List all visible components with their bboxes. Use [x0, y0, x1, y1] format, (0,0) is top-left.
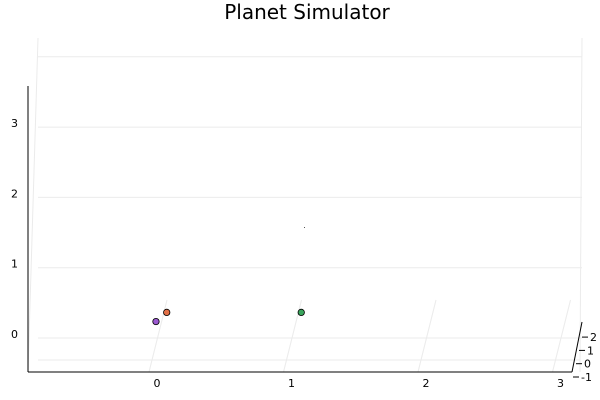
data-points [152, 227, 305, 326]
planet-point-1 [152, 317, 160, 326]
planet-point-2 [297, 308, 305, 317]
z-tick-label-0: 0 [11, 328, 18, 341]
y-axis-line [571, 321, 583, 373]
grid [27, 37, 583, 373]
gridline-right-wall [579, 37, 583, 373]
x-tick-label-0: 0 [154, 377, 161, 390]
y-tick-label-3: 2 [590, 331, 597, 344]
gridline-left-wall [27, 37, 39, 373]
z-tick-label-3: 3 [11, 117, 18, 130]
x-tick-label-2: 2 [423, 377, 430, 390]
gridline-x-3 [552, 299, 571, 373]
x-tick-label-3: 3 [557, 377, 564, 390]
gridline-x-2 [417, 299, 437, 373]
y-tick-label-1: 0 [584, 358, 591, 371]
planet-point-0 [163, 308, 171, 317]
z-tick-label-2: 2 [11, 187, 18, 200]
tiny-particle [304, 227, 305, 228]
chart-title: Planet Simulator [224, 0, 390, 24]
y-tick-label-2: 1 [587, 344, 594, 357]
z-tick-label-1: 1 [11, 258, 18, 271]
y-tick-label-0: -1 [581, 371, 592, 384]
x-tick-label-1: 1 [288, 377, 295, 390]
axes [27, 86, 583, 373]
